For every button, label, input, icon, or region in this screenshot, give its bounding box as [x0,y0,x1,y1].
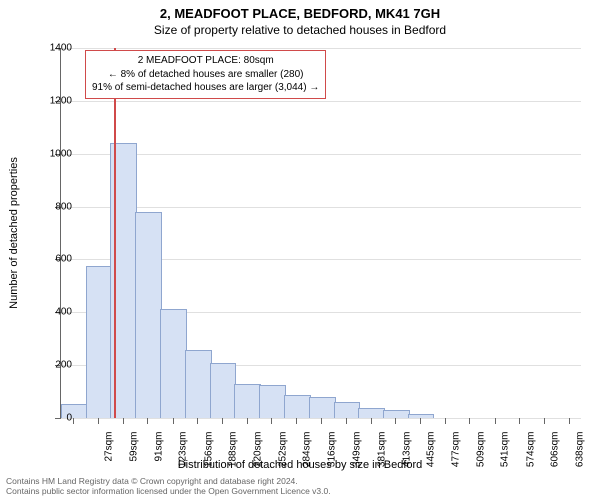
x-tick-label: 27sqm [104,432,115,472]
y-tick-label: 1200 [50,95,72,106]
x-tick [371,418,372,424]
footer-line-1: Contains HM Land Registry data © Crown c… [6,476,331,487]
x-tick [123,418,124,424]
x-tick [420,418,421,424]
x-tick-label: 541sqm [500,432,511,472]
x-tick-label: 91sqm [153,432,164,472]
x-tick-label: 574sqm [525,432,536,472]
grid-line [61,207,581,208]
x-tick-label: 220sqm [253,432,264,472]
histogram-bar [86,266,113,418]
histogram-bar [210,363,237,418]
x-tick [569,418,570,424]
histogram-bar [259,385,286,418]
plot-area [60,48,581,419]
y-tick-label: 200 [55,360,72,371]
grid-line [61,101,581,102]
x-tick-label: 252sqm [277,432,288,472]
x-tick [445,418,446,424]
x-tick [296,418,297,424]
histogram-bar [234,384,261,418]
x-tick-label: 123sqm [178,432,189,472]
x-tick [247,418,248,424]
y-tick-label: 1000 [50,148,72,159]
y-tick-label: 600 [55,254,72,265]
x-tick [197,418,198,424]
x-tick-label: 284sqm [302,432,313,472]
x-tick-label: 59sqm [128,432,139,472]
x-tick-label: 509sqm [475,432,486,472]
x-tick-label: 188sqm [228,432,239,472]
x-tick-label: 381sqm [377,432,388,472]
x-tick [346,418,347,424]
histogram-bar [383,410,410,418]
y-tick-label: 800 [55,201,72,212]
y-tick-label: 400 [55,307,72,318]
y-axis-label: Number of detached properties [8,157,20,309]
y-tick [55,418,61,419]
property-size-histogram: 2, MEADFOOT PLACE, BEDFORD, MK41 7GH Siz… [0,0,600,500]
grid-line [61,48,581,49]
x-tick-label: 606sqm [550,432,561,472]
annotation-line: 91% of semi-detached houses are larger (… [92,81,319,95]
x-tick [544,418,545,424]
x-tick [222,418,223,424]
histogram-bar [284,395,311,418]
x-tick-label: 349sqm [352,432,363,472]
annotation-box: 2 MEADFOOT PLACE: 80sqm← 8% of detached … [85,50,326,99]
x-tick [173,418,174,424]
x-tick [98,418,99,424]
x-tick [147,418,148,424]
x-tick-label: 445sqm [426,432,437,472]
x-tick [271,418,272,424]
grid-line [61,154,581,155]
x-tick [395,418,396,424]
histogram-bar [309,397,336,418]
histogram-bar [358,408,385,418]
x-tick-label: 413sqm [401,432,412,472]
histogram-bar [334,402,361,418]
annotation-line: 2 MEADFOOT PLACE: 80sqm [92,54,319,68]
y-tick-label: 1400 [50,43,72,54]
reference-line [114,48,116,418]
chart-title: 2, MEADFOOT PLACE, BEDFORD, MK41 7GH [0,6,600,21]
chart-subtitle: Size of property relative to detached ho… [0,23,600,37]
x-tick-label: 477sqm [450,432,461,472]
histogram-bar [185,350,212,418]
x-tick-label: 638sqm [575,432,586,472]
x-tick-label: 156sqm [203,432,214,472]
x-tick-label: 316sqm [326,432,337,472]
histogram-bar [160,309,187,418]
histogram-bar [61,404,88,418]
footer-line-2: Contains public sector information licen… [6,486,331,497]
x-tick [519,418,520,424]
y-tick-label: 0 [66,413,72,424]
x-tick [495,418,496,424]
annotation-line: ← 8% of detached houses are smaller (280… [92,68,319,82]
histogram-bar [135,212,162,418]
x-tick [321,418,322,424]
x-tick [73,418,74,424]
footer-attribution: Contains HM Land Registry data © Crown c… [6,476,331,497]
x-tick [469,418,470,424]
